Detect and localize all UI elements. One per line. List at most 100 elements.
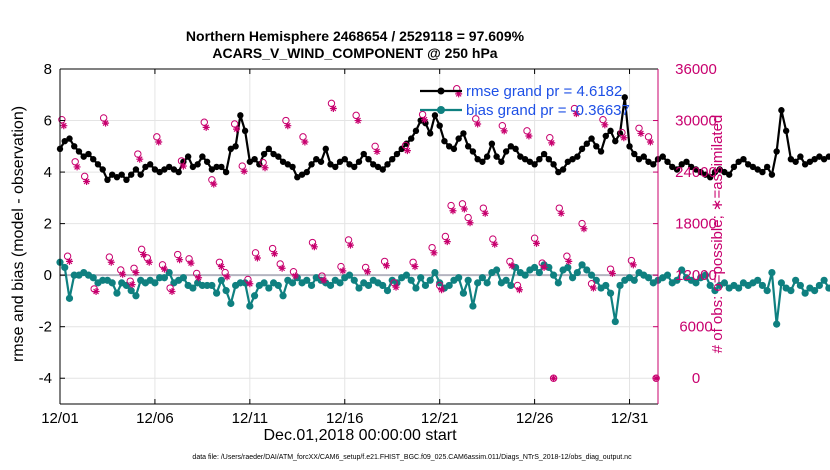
rmse-point (450, 145, 458, 153)
rmse-point (740, 155, 747, 163)
bias-point (412, 284, 420, 292)
obs-assimilated-marker (223, 273, 231, 281)
rmse-point (531, 161, 538, 168)
obs-assimilated-marker (176, 256, 184, 264)
bias-point (431, 268, 439, 277)
rmse-point (631, 150, 638, 158)
x-tick-label: 12/16 (326, 410, 364, 427)
rmse-point (151, 166, 159, 173)
x-tick-label: 12/06 (136, 410, 174, 427)
bias-point (507, 281, 515, 290)
bias-point (61, 263, 69, 272)
rmse-point (550, 161, 557, 168)
rmse-point (308, 161, 315, 168)
rmse-point (71, 143, 78, 150)
footer-data-file: data file: /Users/raeder/DAI/ATM_forcXX/… (192, 454, 632, 461)
rmse-point (184, 153, 192, 160)
bias-point (222, 287, 230, 295)
obs-assimilated-marker (565, 257, 573, 265)
obs-assimilated-marker (136, 155, 144, 163)
rmse-point (99, 166, 106, 173)
bias-point (208, 281, 216, 290)
rmse-point (588, 135, 595, 142)
rmse-point (104, 176, 111, 184)
obs-assimilated-marker (320, 276, 328, 284)
rmse-point (213, 163, 220, 171)
obs-assimilated-marker (430, 249, 438, 257)
rmse-point (61, 137, 68, 145)
x-axis-label: Dec.01,2018 00:00:00 start (263, 427, 457, 444)
bias-point (787, 287, 795, 295)
obs-assimilated-marker (443, 238, 451, 246)
obs-assimilated-marker (500, 127, 508, 135)
bias-point (326, 281, 335, 290)
obs-assimilated-marker (128, 281, 136, 289)
obs-assimilated-marker (474, 120, 482, 128)
bias-point (768, 268, 776, 277)
legend: rmse grand pr = 4.6182 bias grand pr = -… (420, 83, 630, 119)
rmse-point (564, 158, 572, 165)
obs-assimilated-marker (420, 116, 428, 124)
rmse-point (256, 161, 263, 168)
rmse-point (341, 155, 348, 163)
obs-assimilated-marker (92, 287, 100, 295)
rmse-point (408, 135, 415, 142)
bias-point (160, 274, 169, 282)
obs-assimilated-marker (346, 241, 354, 249)
rmse-point (66, 135, 73, 142)
rmse-point (109, 171, 116, 178)
obs-assimilated-marker (548, 139, 556, 147)
bias-point (445, 281, 453, 290)
bias-point (417, 274, 425, 282)
rmse-point (431, 112, 439, 119)
rmse-point (75, 148, 83, 155)
obs-assimilated-marker (132, 269, 140, 277)
rmse-point (612, 137, 619, 145)
rmse-point (578, 145, 586, 153)
rmse-point (811, 155, 818, 163)
x-tick-label: 12/31 (611, 410, 649, 427)
rmse-point (645, 158, 652, 165)
bias-point (568, 274, 577, 282)
rmse-point (441, 137, 448, 145)
obs-assimilated-marker (466, 219, 474, 227)
bias-point (773, 320, 781, 328)
x-tick-label: 12/26 (516, 410, 554, 427)
rmse-point (555, 168, 562, 176)
rmse-point (460, 130, 467, 137)
obs-assimilated-marker (240, 167, 248, 175)
rmse-point (265, 145, 273, 153)
obs-assimilated-marker (646, 138, 654, 146)
bias-point (758, 281, 767, 290)
bias-point (602, 281, 610, 290)
rmse-point (688, 163, 695, 171)
bias-point (336, 279, 344, 287)
obs-assimilated-marker (589, 284, 597, 292)
rmse-point (507, 143, 515, 150)
rmse-point (393, 150, 401, 158)
rmse-point (384, 161, 391, 168)
rmse-point (526, 158, 534, 165)
bias-point (644, 274, 653, 282)
rmse-point (464, 143, 472, 150)
obs-assimilated-marker (73, 163, 81, 171)
rmse-point (607, 127, 614, 135)
bias-point (132, 292, 140, 300)
bias-point (227, 299, 235, 308)
rmse-point (370, 161, 377, 168)
y-right-tick-label: 18000 (675, 216, 717, 233)
y-right-tick-label: 24000 (675, 164, 717, 181)
rmse-point (426, 130, 434, 137)
rmse-point (493, 153, 500, 160)
y-left-tick-label: 8 (44, 61, 52, 78)
rmse-point (327, 161, 334, 168)
obs-assimilated-marker (246, 280, 254, 288)
rmse-point (569, 155, 576, 163)
obs-assimilated-marker (253, 254, 261, 262)
legend-bias-marker (437, 106, 445, 114)
obs-assimilated-marker (168, 287, 176, 295)
bias-point (250, 292, 259, 300)
obs-assimilated-marker (187, 259, 195, 267)
